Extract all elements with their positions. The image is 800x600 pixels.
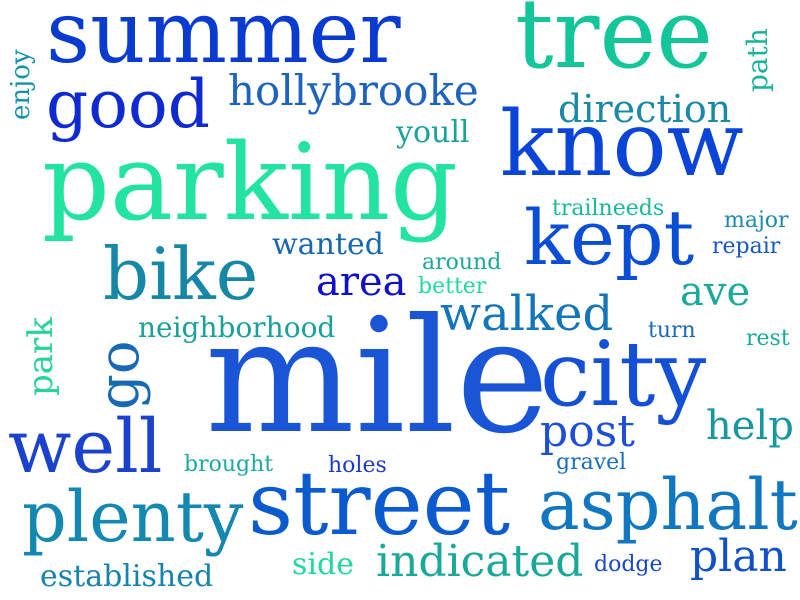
word-go: go	[87, 340, 152, 410]
word-ave: ave	[680, 269, 751, 315]
word-around: around	[422, 250, 502, 275]
word-bike: bike	[103, 232, 259, 316]
word-gravel: gravel	[556, 450, 627, 475]
word-area: area	[316, 259, 407, 305]
word-know: know	[500, 92, 744, 197]
word-indicated: indicated	[376, 536, 584, 587]
word-city: city	[540, 322, 707, 427]
word-trailneeds: trailneeds	[552, 196, 665, 221]
word-better: better	[418, 274, 487, 299]
word-repair: repair	[712, 234, 781, 259]
word-wanted: wanted	[272, 227, 384, 262]
word-major: major	[724, 208, 789, 233]
word-turn: turn	[648, 318, 696, 343]
word-rest: rest	[746, 326, 790, 351]
word-side: side	[292, 547, 354, 582]
word-help: help	[706, 403, 794, 449]
word-asphalt: asphalt	[538, 464, 798, 546]
word-mile: mile	[205, 285, 550, 469]
word-plan: plan	[690, 531, 787, 582]
word-brought: brought	[184, 452, 274, 477]
word-post: post	[540, 406, 635, 457]
word-parking: parking	[42, 121, 458, 244]
word-kept: kept	[524, 193, 695, 282]
word-good: good	[46, 66, 210, 143]
word-summer: summer	[46, 0, 401, 83]
word-street: street	[248, 452, 511, 555]
word-tree: tree	[515, 0, 714, 90]
word-dodge: dodge	[594, 552, 663, 577]
word-youll: youll	[396, 115, 470, 150]
word-direction: direction	[558, 87, 732, 131]
word-path: path	[741, 28, 774, 92]
word-established: established	[40, 559, 214, 594]
word-holes: holes	[328, 453, 387, 478]
word-plenty: plenty	[22, 476, 244, 558]
word-well: well	[8, 404, 163, 490]
word-walked: walked	[440, 286, 614, 342]
word-park: park	[21, 317, 61, 396]
word-enjoy: enjoy	[6, 49, 36, 120]
word-neighborhood: neighborhood	[138, 311, 336, 344]
word-hollybrooke: hollybrooke	[228, 66, 479, 115]
